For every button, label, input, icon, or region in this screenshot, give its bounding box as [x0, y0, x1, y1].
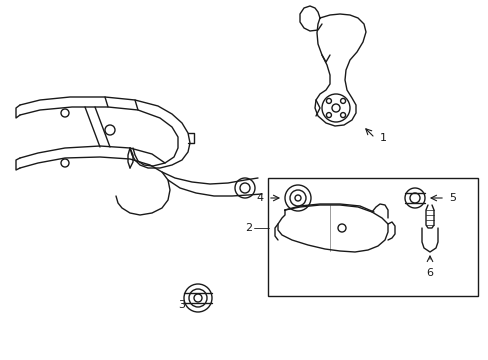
- Text: 1: 1: [379, 133, 386, 143]
- Circle shape: [294, 195, 301, 201]
- Bar: [267, 178, 477, 296]
- Text: 3: 3: [178, 300, 184, 310]
- Text: 2: 2: [244, 223, 251, 233]
- Text: 6: 6: [426, 268, 433, 278]
- Text: 5: 5: [448, 193, 455, 203]
- Text: 4: 4: [256, 193, 264, 203]
